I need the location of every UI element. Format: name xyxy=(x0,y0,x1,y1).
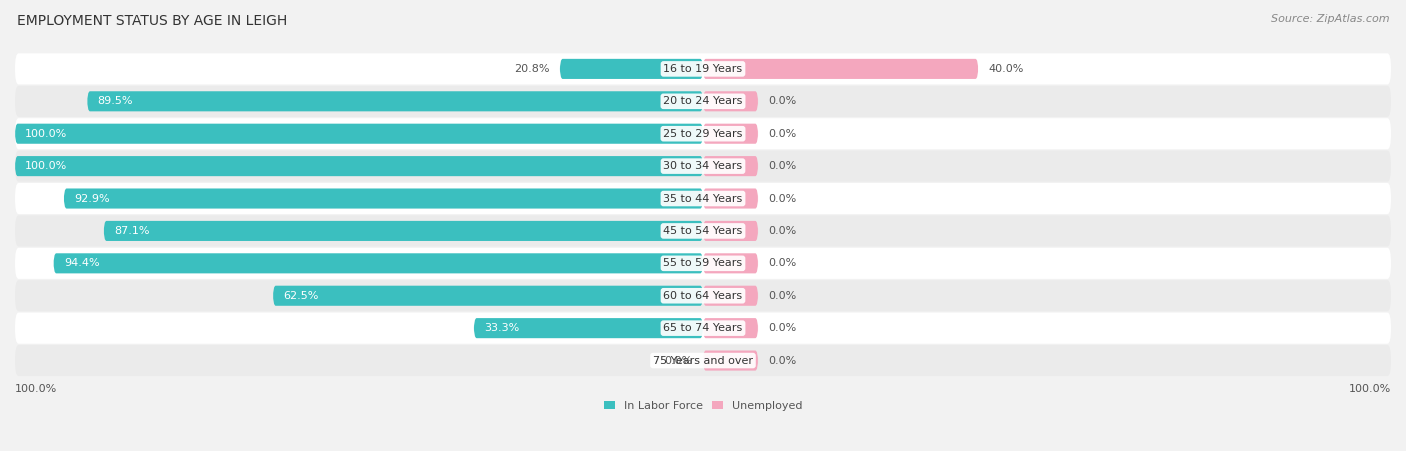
FancyBboxPatch shape xyxy=(15,156,703,176)
Text: 0.0%: 0.0% xyxy=(768,97,797,106)
FancyBboxPatch shape xyxy=(87,91,703,111)
Text: 25 to 29 Years: 25 to 29 Years xyxy=(664,129,742,139)
Text: 100.0%: 100.0% xyxy=(15,384,58,394)
Text: 20 to 24 Years: 20 to 24 Years xyxy=(664,97,742,106)
FancyBboxPatch shape xyxy=(474,318,703,338)
Text: 33.3%: 33.3% xyxy=(484,323,519,333)
Text: 100.0%: 100.0% xyxy=(1348,384,1391,394)
FancyBboxPatch shape xyxy=(15,280,1391,311)
FancyBboxPatch shape xyxy=(703,253,758,273)
Text: 92.9%: 92.9% xyxy=(75,193,110,203)
Text: 89.5%: 89.5% xyxy=(97,97,134,106)
Text: EMPLOYMENT STATUS BY AGE IN LEIGH: EMPLOYMENT STATUS BY AGE IN LEIGH xyxy=(17,14,287,28)
FancyBboxPatch shape xyxy=(15,86,1391,117)
FancyBboxPatch shape xyxy=(703,91,758,111)
Text: 35 to 44 Years: 35 to 44 Years xyxy=(664,193,742,203)
Text: 0.0%: 0.0% xyxy=(768,323,797,333)
Text: 0.0%: 0.0% xyxy=(768,129,797,139)
FancyBboxPatch shape xyxy=(63,189,703,208)
Text: 75 Years and over: 75 Years and over xyxy=(652,355,754,366)
Text: 20.8%: 20.8% xyxy=(515,64,550,74)
FancyBboxPatch shape xyxy=(15,53,1391,84)
FancyBboxPatch shape xyxy=(560,59,703,79)
Text: 62.5%: 62.5% xyxy=(284,291,319,301)
Text: Source: ZipAtlas.com: Source: ZipAtlas.com xyxy=(1271,14,1389,23)
FancyBboxPatch shape xyxy=(15,313,1391,344)
Text: 100.0%: 100.0% xyxy=(25,129,67,139)
Text: 65 to 74 Years: 65 to 74 Years xyxy=(664,323,742,333)
FancyBboxPatch shape xyxy=(703,318,758,338)
Text: 30 to 34 Years: 30 to 34 Years xyxy=(664,161,742,171)
Text: 0.0%: 0.0% xyxy=(768,291,797,301)
FancyBboxPatch shape xyxy=(15,216,1391,247)
Legend: In Labor Force, Unemployed: In Labor Force, Unemployed xyxy=(599,396,807,415)
FancyBboxPatch shape xyxy=(53,253,703,273)
FancyBboxPatch shape xyxy=(15,151,1391,182)
Text: 100.0%: 100.0% xyxy=(25,161,67,171)
Text: 94.4%: 94.4% xyxy=(63,258,100,268)
FancyBboxPatch shape xyxy=(273,285,703,306)
Text: 55 to 59 Years: 55 to 59 Years xyxy=(664,258,742,268)
Text: 16 to 19 Years: 16 to 19 Years xyxy=(664,64,742,74)
FancyBboxPatch shape xyxy=(15,345,1391,376)
FancyBboxPatch shape xyxy=(15,248,1391,279)
Text: 0.0%: 0.0% xyxy=(768,193,797,203)
FancyBboxPatch shape xyxy=(104,221,703,241)
Text: 0.0%: 0.0% xyxy=(768,226,797,236)
FancyBboxPatch shape xyxy=(15,183,1391,214)
Text: 87.1%: 87.1% xyxy=(114,226,149,236)
FancyBboxPatch shape xyxy=(703,221,758,241)
Text: 45 to 54 Years: 45 to 54 Years xyxy=(664,226,742,236)
Text: 60 to 64 Years: 60 to 64 Years xyxy=(664,291,742,301)
Text: 0.0%: 0.0% xyxy=(768,355,797,366)
FancyBboxPatch shape xyxy=(703,156,758,176)
FancyBboxPatch shape xyxy=(703,124,758,144)
Text: 0.0%: 0.0% xyxy=(768,161,797,171)
Text: 0.0%: 0.0% xyxy=(768,258,797,268)
FancyBboxPatch shape xyxy=(15,118,1391,149)
FancyBboxPatch shape xyxy=(703,285,758,306)
FancyBboxPatch shape xyxy=(15,124,703,144)
Text: 0.0%: 0.0% xyxy=(665,355,693,366)
FancyBboxPatch shape xyxy=(703,59,979,79)
FancyBboxPatch shape xyxy=(703,350,758,371)
Text: 40.0%: 40.0% xyxy=(988,64,1024,74)
FancyBboxPatch shape xyxy=(703,189,758,208)
